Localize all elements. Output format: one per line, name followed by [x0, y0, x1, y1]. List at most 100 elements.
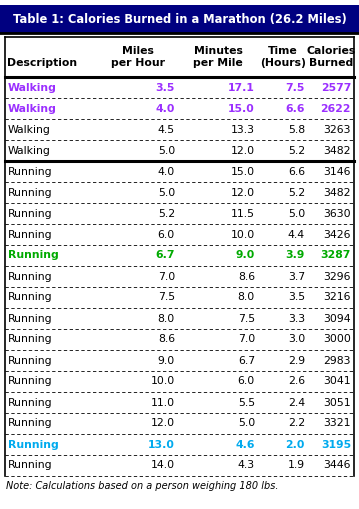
Text: Running: Running — [8, 461, 53, 470]
Text: 11.0: 11.0 — [151, 398, 175, 408]
Text: 3630: 3630 — [323, 209, 351, 218]
Text: Running: Running — [8, 334, 53, 345]
Text: 4.6: 4.6 — [236, 439, 255, 449]
Text: Burned: Burned — [309, 58, 353, 68]
Text: 4.0: 4.0 — [155, 103, 175, 114]
Text: 3482: 3482 — [323, 187, 351, 197]
Text: 2983: 2983 — [323, 355, 351, 365]
Text: 3216: 3216 — [323, 293, 351, 302]
Text: 8.0: 8.0 — [238, 293, 255, 302]
Text: Running: Running — [8, 377, 53, 386]
Text: 3482: 3482 — [323, 146, 351, 156]
Text: Walking: Walking — [8, 146, 51, 156]
Text: Running: Running — [8, 355, 53, 365]
Text: 4.0: 4.0 — [158, 166, 175, 177]
Text: 15.0: 15.0 — [231, 166, 255, 177]
Text: 7.0: 7.0 — [158, 271, 175, 281]
Text: 3.9: 3.9 — [286, 250, 305, 261]
Text: 8.0: 8.0 — [158, 314, 175, 324]
Text: Running: Running — [8, 166, 53, 177]
Text: Walking: Walking — [8, 125, 51, 134]
Text: 8.6: 8.6 — [238, 271, 255, 281]
Text: Running: Running — [8, 314, 53, 324]
Text: 5.2: 5.2 — [288, 187, 305, 197]
Text: 3287: 3287 — [321, 250, 351, 261]
Text: 5.2: 5.2 — [288, 146, 305, 156]
Text: Running: Running — [8, 209, 53, 218]
Text: 3.7: 3.7 — [288, 271, 305, 281]
Text: 4.5: 4.5 — [158, 125, 175, 134]
Text: Time: Time — [268, 46, 298, 56]
Text: 5.0: 5.0 — [288, 209, 305, 218]
Text: 7.0: 7.0 — [238, 334, 255, 345]
Text: 13.3: 13.3 — [231, 125, 255, 134]
Text: 6.0: 6.0 — [158, 230, 175, 240]
Text: 7.5: 7.5 — [238, 314, 255, 324]
Text: 12.0: 12.0 — [231, 187, 255, 197]
Text: 12.0: 12.0 — [231, 146, 255, 156]
Text: 6.0: 6.0 — [238, 377, 255, 386]
Text: 10.0: 10.0 — [231, 230, 255, 240]
Text: 6.7: 6.7 — [155, 250, 175, 261]
Text: 3446: 3446 — [323, 461, 351, 470]
Text: 7.5: 7.5 — [158, 293, 175, 302]
Text: Running: Running — [8, 418, 53, 429]
Text: 17.1: 17.1 — [228, 82, 255, 93]
Text: 3.5: 3.5 — [155, 82, 175, 93]
Text: 7.5: 7.5 — [286, 82, 305, 93]
Text: (Hours): (Hours) — [260, 58, 306, 68]
Text: Note: Calculations based on a person weighing 180 lbs.: Note: Calculations based on a person wei… — [6, 481, 279, 491]
Text: Table 1: Calories Burned in a Marathon (26.2 Miles): Table 1: Calories Burned in a Marathon (… — [13, 13, 346, 25]
Text: Running: Running — [8, 230, 53, 240]
Text: Description: Description — [7, 58, 77, 68]
Text: 10.0: 10.0 — [151, 377, 175, 386]
Text: Running: Running — [8, 271, 53, 281]
Text: Running: Running — [8, 250, 59, 261]
Text: 6.7: 6.7 — [238, 355, 255, 365]
Text: Miles: Miles — [122, 46, 154, 56]
Text: 3.0: 3.0 — [288, 334, 305, 345]
Text: Running: Running — [8, 293, 53, 302]
Text: 14.0: 14.0 — [151, 461, 175, 470]
Text: 8.6: 8.6 — [158, 334, 175, 345]
Text: 1.9: 1.9 — [288, 461, 305, 470]
Text: 9.0: 9.0 — [158, 355, 175, 365]
Text: 4.4: 4.4 — [288, 230, 305, 240]
Text: 2.0: 2.0 — [286, 439, 305, 449]
Text: per Hour: per Hour — [111, 58, 165, 68]
Text: Walking: Walking — [8, 82, 57, 93]
Text: 3.3: 3.3 — [288, 314, 305, 324]
Text: 2.2: 2.2 — [288, 418, 305, 429]
Text: 5.5: 5.5 — [238, 398, 255, 408]
Text: 11.5: 11.5 — [231, 209, 255, 218]
Text: 2.6: 2.6 — [288, 377, 305, 386]
Text: Running: Running — [8, 439, 59, 449]
Text: 2.4: 2.4 — [288, 398, 305, 408]
Text: 4.3: 4.3 — [238, 461, 255, 470]
Text: 3051: 3051 — [323, 398, 351, 408]
Text: 2.9: 2.9 — [288, 355, 305, 365]
Text: 3263: 3263 — [323, 125, 351, 134]
Text: per Mile: per Mile — [193, 58, 243, 68]
Text: 5.8: 5.8 — [288, 125, 305, 134]
Text: 3000: 3000 — [323, 334, 351, 345]
Text: 3321: 3321 — [323, 418, 351, 429]
Text: 5.0: 5.0 — [158, 146, 175, 156]
Text: 12.0: 12.0 — [151, 418, 175, 429]
Text: 3195: 3195 — [321, 439, 351, 449]
Text: 6.6: 6.6 — [288, 166, 305, 177]
Text: Minutes: Minutes — [194, 46, 242, 56]
Text: 2622: 2622 — [321, 103, 351, 114]
Text: 6.6: 6.6 — [285, 103, 305, 114]
Text: Running: Running — [8, 398, 53, 408]
Text: Running: Running — [8, 187, 53, 197]
Text: 3094: 3094 — [323, 314, 351, 324]
Text: 15.0: 15.0 — [228, 103, 255, 114]
Text: 5.0: 5.0 — [158, 187, 175, 197]
Text: 3041: 3041 — [323, 377, 351, 386]
Text: Walking: Walking — [8, 103, 57, 114]
Text: 5.0: 5.0 — [238, 418, 255, 429]
Text: 3.5: 3.5 — [288, 293, 305, 302]
Text: 3296: 3296 — [323, 271, 351, 281]
Text: 13.0: 13.0 — [148, 439, 175, 449]
